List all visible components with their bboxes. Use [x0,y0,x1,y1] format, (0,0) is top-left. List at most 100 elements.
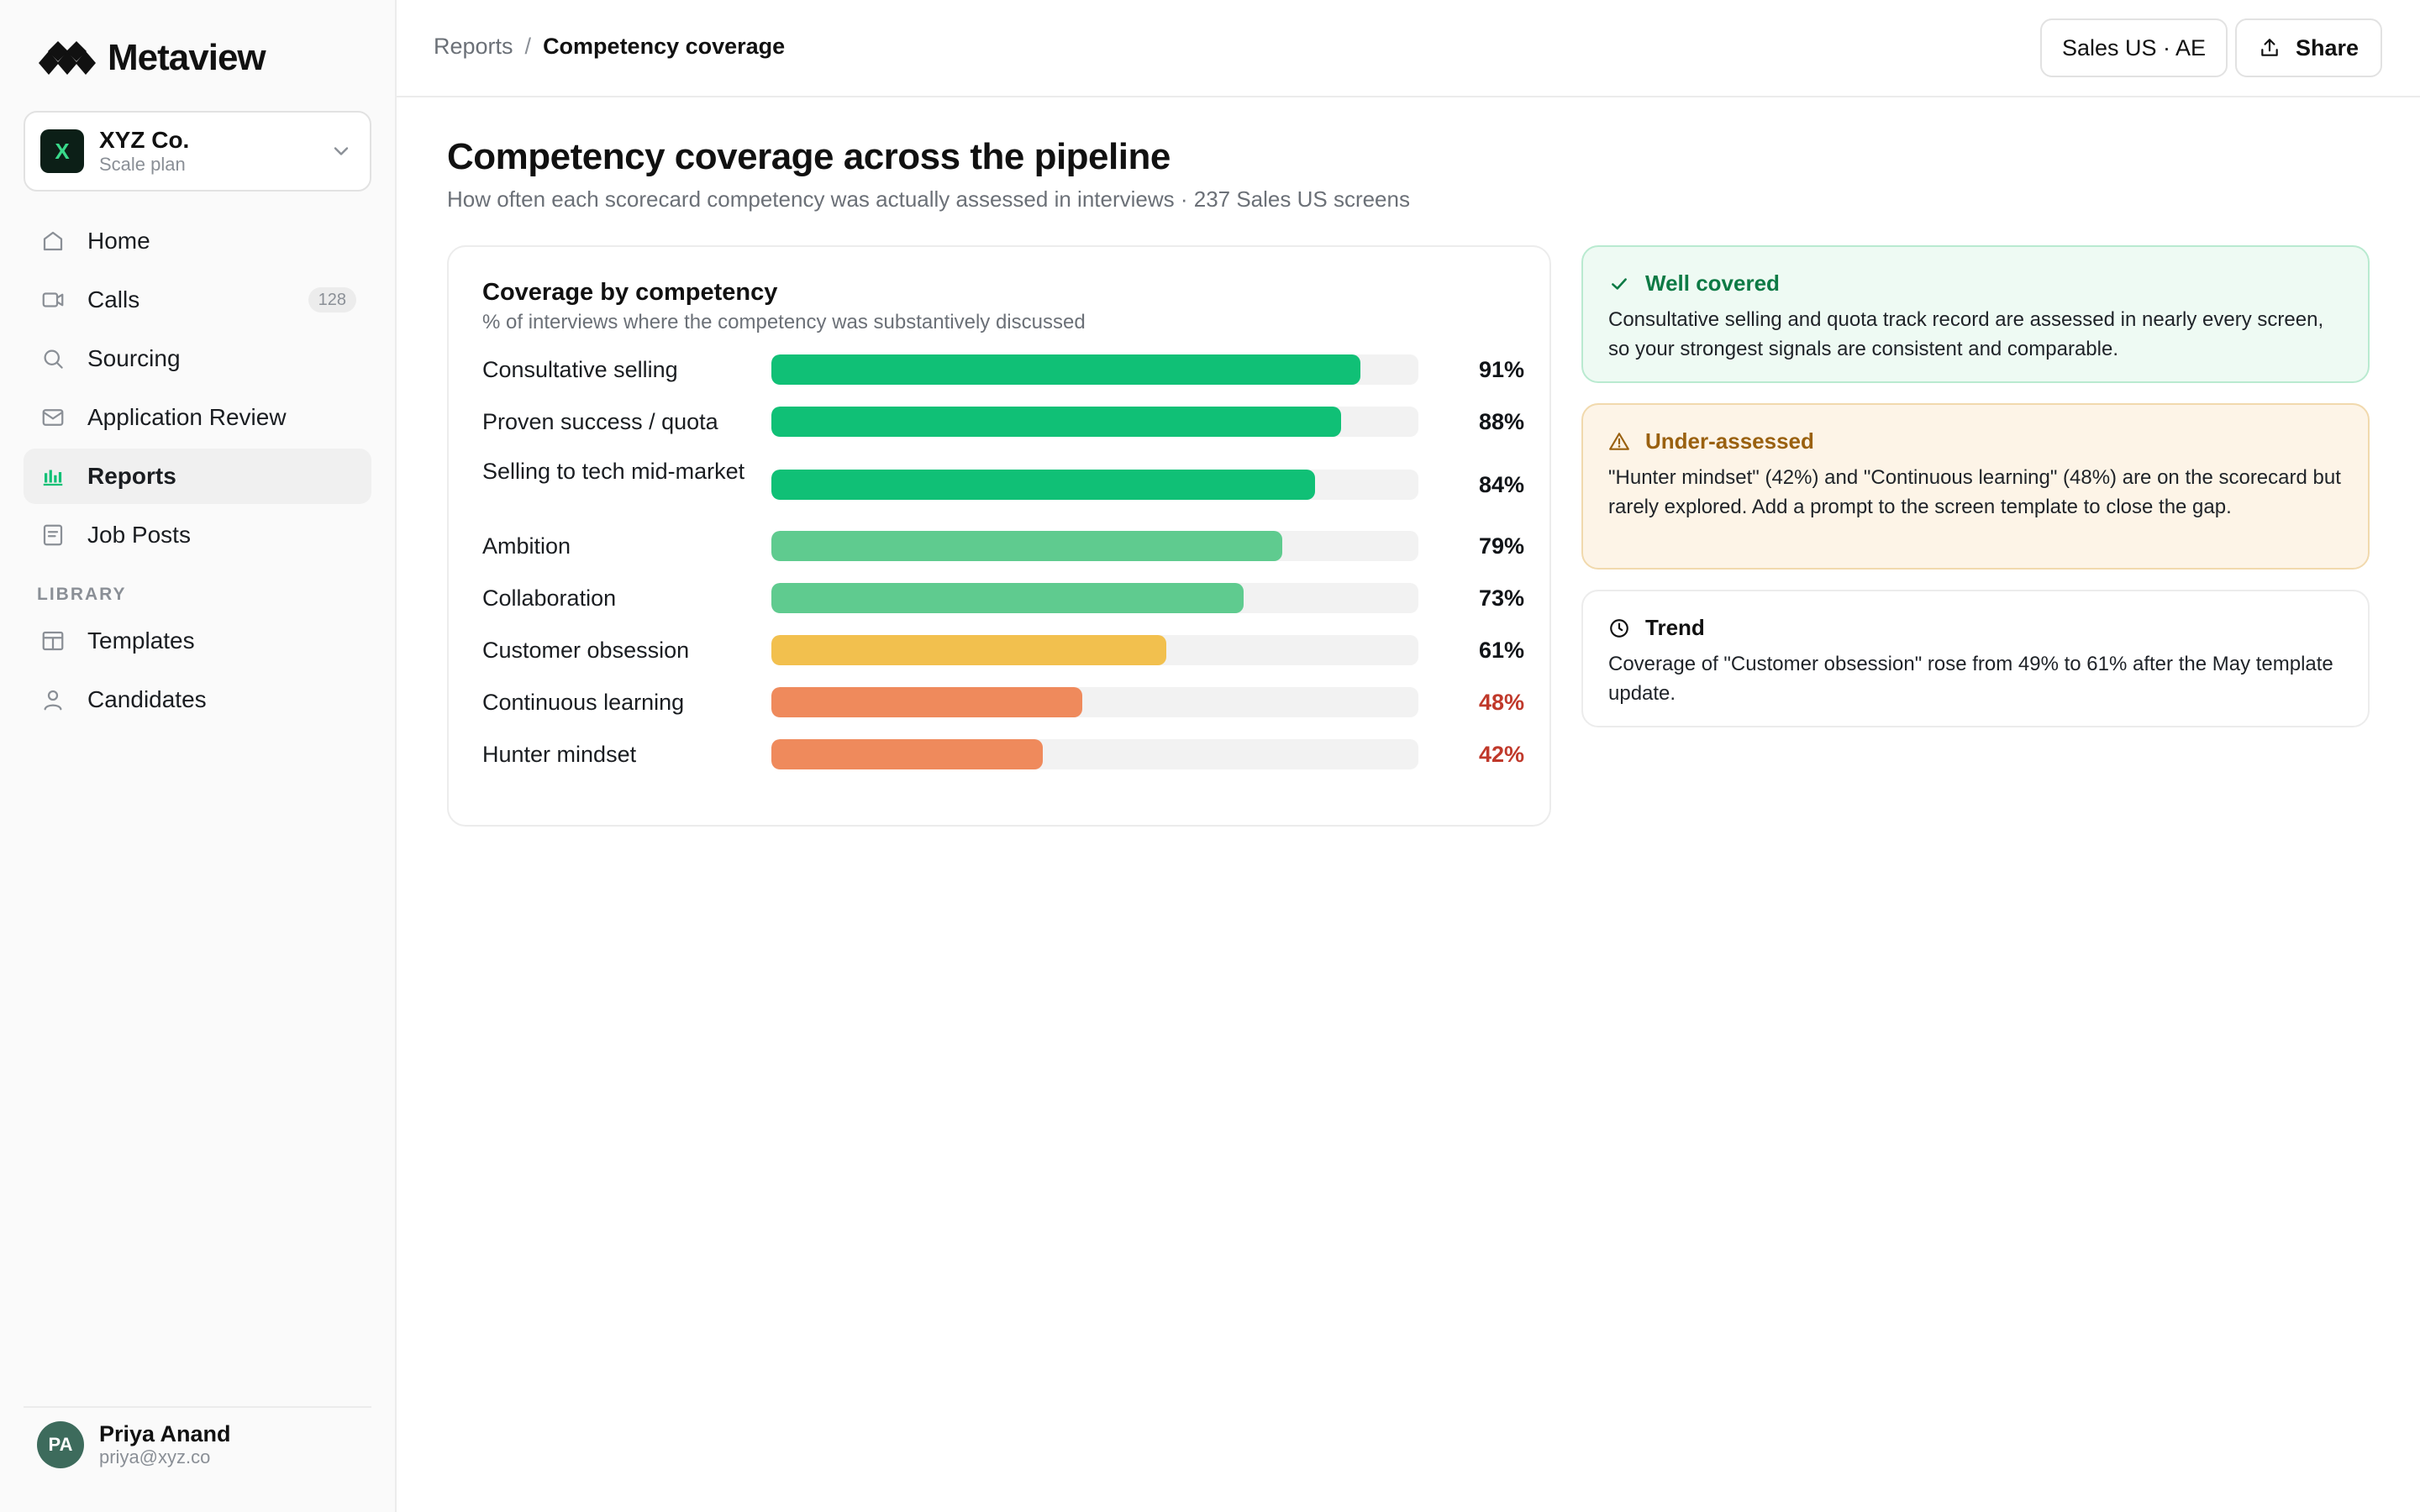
bar-value-label: 61% [1478,638,1524,663]
share-button[interactable]: Share [2235,18,2383,77]
bar-value-label: 42% [1478,742,1524,767]
check-icon [1612,277,1627,290]
bar [771,583,1244,613]
bar [771,739,1044,769]
bar-value-label: 73% [1478,585,1524,611]
bar-label: Customer obsession [482,638,690,663]
breadcrumb-current: Competency coverage [543,34,786,59]
sidebar-item-label: Templates [87,627,195,654]
breadcrumb-reports-link[interactable]: Reports [434,34,513,59]
bar-track [771,354,1418,385]
chevron-down-icon [334,147,349,155]
chart-row: Continuous learning 48% [482,687,1524,717]
bar [771,635,1166,665]
under-assessed-body: "Hunter mindset" (42%) and "Continuous l… [1608,466,2341,518]
sidebar-item-label: Application Review [87,404,287,430]
chart-row: Collaboration 73% [482,583,1524,613]
well-covered-header: Well covered [1608,270,2343,297]
mail-icon [39,403,67,432]
bar-track [771,687,1418,717]
org-switcher[interactable]: X XYZ Co. Scale plan [24,111,371,192]
sidebar-nav: Home Calls 128 Sourcing Application Rev [24,213,371,731]
bar-value-label: 48% [1478,690,1524,715]
bar-label: Collaboration [482,585,617,611]
home-icon [39,227,67,255]
sidebar-item-candidates[interactable]: Candidates [24,672,371,727]
chart-row: Proven success / quota 88% [482,407,1524,437]
video-icon [39,286,67,314]
under-assessed-header: Under-assessed [1608,428,2343,454]
chart-row: Hunter mindset 42% [482,739,1524,769]
team-filter-button[interactable]: Sales US · AE [2040,18,2228,77]
trend-title: Trend [1645,615,1705,640]
chart-row: Customer obsession 61% [482,635,1524,665]
well-covered-body: Consultative selling and quota track rec… [1608,308,2324,360]
bar-label: Continuous learning [482,690,685,715]
sidebar-item-label: Home [87,228,150,254]
share-icon [2261,39,2278,56]
library-section-label: LIBRARY [37,585,127,604]
trend-header: Trend [1608,615,2343,641]
bar-value-label: 79% [1478,533,1524,559]
chart-row: Ambition 79% [482,531,1524,561]
trend-card: Trend Coverage of "Customer obsession" r… [1581,590,2370,727]
bar-label: Hunter mindset [482,742,637,767]
user-profile[interactable]: PA Priya Anand priya@xyz.co [24,1406,371,1468]
user-text: Priya Anand priya@xyz.co [99,1421,231,1468]
coverage-chart-card: Coverage by competency % of interviews w… [447,245,1551,827]
sidebar-item-sourcing[interactable]: Sourcing [24,331,371,386]
person-icon [39,685,67,714]
page-title: Competency coverage across the pipeline [447,136,1171,177]
logo[interactable]: Metaview [37,37,266,79]
share-label: Share [2296,34,2360,60]
sidebar-item-label: Job Posts [87,522,191,548]
bar-track [771,531,1418,561]
trend-body: Coverage of "Customer obsession" rose fr… [1608,653,2333,705]
bar-track [771,583,1418,613]
sidebar-item-job-posts[interactable]: Job Posts [24,507,371,563]
breadcrumb: Reports / Competency coverage [434,34,785,60]
user-email: priya@xyz.co [99,1446,211,1467]
breadcrumb-separator: / [524,34,532,59]
bar-label: Proven success / quota [482,409,718,434]
chart-subtitle: % of interviews where the competency was… [482,311,1086,333]
metaview-logo-icon [39,41,96,75]
chart-row: Consultative selling 91% [482,354,1524,385]
avatar: PA [37,1421,84,1468]
sidebar-item-label: Calls [87,286,140,312]
org-text: XYZ Co. Scale plan [99,127,189,176]
brand-name: Metaview [108,37,266,78]
bar-chart-icon [39,462,67,491]
sidebar-item-calls[interactable]: Calls 128 [24,272,371,328]
bar-label: Ambition [482,533,571,559]
clock-icon [1610,618,1628,638]
bar-track [771,407,1418,437]
sidebar-item-label: Candidates [87,686,207,712]
bar [771,407,1341,437]
bar [771,470,1315,500]
sidebar-item-reports[interactable]: Reports [24,449,371,504]
chart-row: Selling to tech mid-market 84% [482,459,1524,511]
sidebar-item-home[interactable]: Home [24,213,371,269]
bar-track [771,635,1418,665]
bar-value-label: 84% [1478,472,1524,497]
document-icon [39,521,67,549]
bar [771,687,1082,717]
under-assessed-card: Under-assessed "Hunter mindset" (42%) an… [1581,403,2370,570]
sidebar-item-templates[interactable]: Templates [24,613,371,669]
user-name: Priya Anand [99,1421,231,1446]
bar-track [771,470,1418,500]
sidebar-item-label: Sourcing [87,345,181,371]
bar [771,354,1360,385]
bar-value-label: 88% [1478,409,1524,434]
search-icon [39,344,67,373]
sidebar-item-application-review[interactable]: Application Review [24,390,371,445]
org-plan: Scale plan [99,154,186,175]
org-avatar: X [40,129,84,173]
well-covered-title: Well covered [1645,270,1780,296]
warning-icon [1609,432,1629,450]
chart-title: Coverage by competency [482,279,778,306]
well-covered-card: Well covered Consultative selling and qu… [1581,245,2370,383]
sidebar-item-label: Reports [87,463,176,489]
